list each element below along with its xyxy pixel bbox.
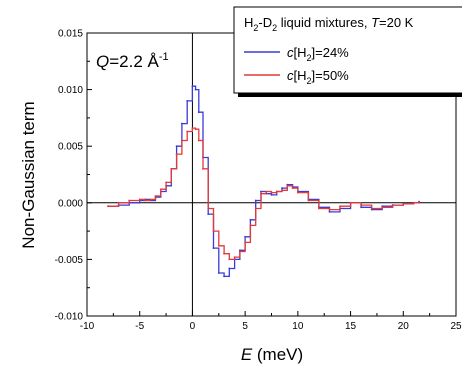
series-point-1 bbox=[223, 252, 225, 255]
series-point-0 bbox=[217, 272, 220, 274]
series-point-1 bbox=[170, 167, 173, 170]
q-annotation-text: =2.2 Å bbox=[109, 52, 159, 71]
x-tick-label: 25 bbox=[450, 321, 462, 332]
series-point-0 bbox=[244, 235, 247, 238]
x-tick-label: 10 bbox=[292, 321, 304, 332]
series-point-1 bbox=[186, 130, 189, 133]
series-line-1 bbox=[108, 127, 420, 261]
series-point-1 bbox=[117, 201, 120, 204]
y-axis-title: Non-Gaussian term bbox=[19, 101, 38, 248]
series-point-0 bbox=[191, 85, 194, 88]
series-point-0 bbox=[260, 190, 262, 193]
series-point-1 bbox=[154, 195, 157, 197]
series-point-1 bbox=[360, 204, 363, 206]
series-point-1 bbox=[175, 153, 178, 156]
series-point-1 bbox=[349, 201, 352, 204]
series-point-1 bbox=[254, 207, 257, 210]
series-point-0 bbox=[175, 145, 178, 148]
series-point-0 bbox=[328, 210, 331, 213]
axis-ticks: -10 -5 0 5 10 15 20 25 -0.010 -0.005 0.000 0.005 0.0… bbox=[55, 29, 462, 333]
series-point-0 bbox=[228, 267, 231, 270]
x-tick-label: 5 bbox=[242, 321, 248, 332]
series-point-1 bbox=[159, 188, 162, 191]
series-point-1 bbox=[107, 205, 109, 208]
series-point-1 bbox=[291, 187, 294, 189]
q-annotation-sup: -1 bbox=[159, 51, 169, 63]
series-point-0 bbox=[212, 247, 215, 249]
series-point-1 bbox=[270, 191, 273, 194]
series-point-0 bbox=[249, 218, 252, 221]
x-axis-title: E (meV) bbox=[241, 345, 303, 364]
x-axis-var: E bbox=[241, 345, 253, 364]
series-point-0 bbox=[186, 100, 189, 102]
series-point-1 bbox=[138, 198, 141, 201]
series-point-1 bbox=[275, 190, 278, 193]
series-point-0 bbox=[194, 88, 197, 91]
series-point-1 bbox=[149, 198, 152, 201]
q-annotation: Q=2.2 Å-1 bbox=[96, 51, 169, 71]
series-point-1 bbox=[339, 205, 341, 208]
y-tick-label: -0.010 bbox=[55, 312, 84, 323]
series-point-1 bbox=[244, 241, 247, 244]
legend-label-24: c[H2]=24% bbox=[287, 45, 349, 63]
series-point-1 bbox=[197, 139, 200, 142]
series-point-1 bbox=[307, 199, 310, 202]
x-tick-label: -5 bbox=[135, 321, 144, 332]
series-point-1 bbox=[412, 201, 415, 204]
q-annotation-var: Q bbox=[96, 52, 109, 71]
series-point-1 bbox=[402, 203, 405, 205]
series-point-1 bbox=[381, 206, 384, 209]
series-point-1 bbox=[265, 190, 268, 193]
series-point-1 bbox=[281, 189, 283, 192]
series-point-0 bbox=[270, 193, 273, 196]
series-point-1 bbox=[180, 139, 183, 142]
series-point-1 bbox=[212, 230, 215, 233]
legend-title: H2-D2 liquid mixtures, T=20 K bbox=[244, 15, 414, 33]
series-point-0 bbox=[223, 275, 225, 278]
legend: H2-D2 liquid mixtures, T=20 K c[H2]=24% … bbox=[233, 6, 462, 97]
series-point-0 bbox=[254, 199, 257, 202]
series-point-1 bbox=[391, 204, 394, 206]
series-point-1 bbox=[228, 258, 231, 261]
series-point-1 bbox=[233, 256, 236, 259]
y-tick-label: 0.010 bbox=[58, 85, 83, 96]
series-point-0 bbox=[207, 213, 210, 216]
y-tick-label: 0.005 bbox=[58, 142, 83, 153]
y-tick-label: 0.000 bbox=[58, 198, 83, 209]
series-layer bbox=[107, 85, 420, 278]
series-point-1 bbox=[191, 127, 194, 129]
series-point-0 bbox=[180, 122, 183, 125]
series-point-1 bbox=[194, 128, 197, 131]
zero-lines bbox=[87, 33, 456, 316]
series-point-1 bbox=[418, 201, 420, 204]
x-tick-label: 15 bbox=[345, 321, 357, 332]
series-point-1 bbox=[207, 207, 210, 210]
series-point-0 bbox=[360, 206, 363, 209]
series-point-0 bbox=[281, 187, 283, 189]
series-point-1 bbox=[144, 199, 146, 202]
series-point-1 bbox=[318, 207, 320, 210]
series-point-1 bbox=[286, 184, 289, 187]
series-point-1 bbox=[370, 207, 373, 210]
series-point-1 bbox=[260, 192, 262, 195]
series-point-1 bbox=[249, 224, 252, 227]
legend-box bbox=[233, 6, 462, 94]
series-point-1 bbox=[328, 208, 331, 211]
x-tick-label: 0 bbox=[190, 321, 196, 332]
y-tick-label: -0.005 bbox=[55, 255, 84, 266]
series-point-1 bbox=[202, 167, 204, 170]
x-tick-label: 20 bbox=[398, 321, 410, 332]
y-tick-label: 0.015 bbox=[58, 29, 83, 40]
x-tick-label: -10 bbox=[80, 321, 95, 332]
legend-label-50: c[H2]=50% bbox=[287, 68, 349, 86]
series-point-1 bbox=[128, 199, 131, 202]
series-point-1 bbox=[238, 250, 241, 253]
series-point-1 bbox=[296, 191, 299, 194]
series-point-1 bbox=[217, 244, 220, 247]
series-line-0 bbox=[108, 85, 420, 278]
series-point-0 bbox=[197, 111, 200, 114]
x-axis-unit: (meV) bbox=[252, 345, 303, 364]
series-point-1 bbox=[165, 181, 167, 184]
